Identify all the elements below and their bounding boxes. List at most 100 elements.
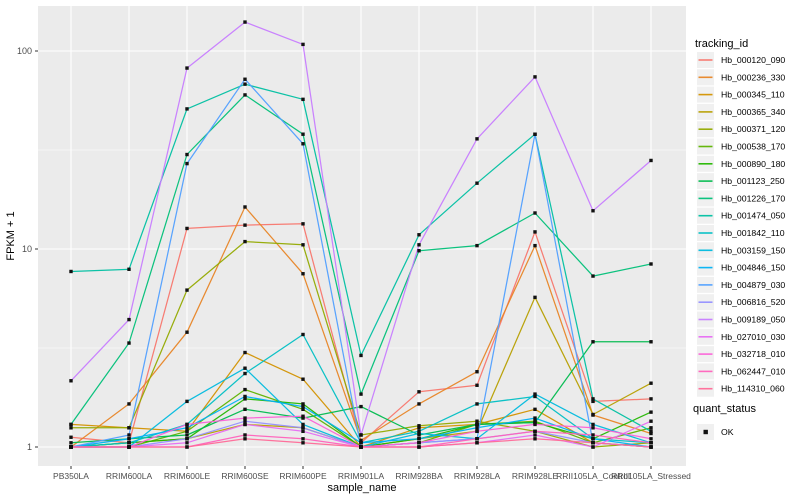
legend-item-label: Hb_006816_520 — [721, 297, 785, 307]
data-point-Hb_000236_330 — [417, 402, 421, 406]
data-point-Hb_001474_050 — [127, 267, 131, 271]
data-point-Hb_032718_010 — [417, 441, 421, 445]
data-point-Hb_114310_060 — [69, 445, 73, 449]
data-point-Hb_009189_050 — [301, 42, 305, 47]
data-point-Hb_001226_170 — [69, 422, 73, 427]
legend-title-tracking-id: tracking_id — [695, 38, 748, 50]
data-point-Hb_000236_330 — [301, 272, 305, 276]
data-point-Hb_009189_050 — [127, 317, 131, 322]
legend-item-Hb_001842_110: Hb_001842_110 — [697, 225, 785, 241]
data-point-Hb_000120_090 — [69, 435, 73, 439]
data-point-Hb_004846_150 — [185, 426, 189, 430]
legend-title-quant-status: quant_status — [693, 403, 756, 415]
data-point-Hb_000120_090 — [649, 397, 653, 401]
axes: 1 10 100 PB350LA RRIM600LA RRIM600LE RRIM600SE… — [5, 46, 691, 494]
legend-item-Hb_009189_050: Hb_009189_050 — [697, 311, 785, 328]
data-point-Hb_004846_150 — [475, 426, 479, 430]
data-point-Hb_000120_090 — [475, 383, 479, 387]
legend-item-label: Hb_000371_120 — [721, 124, 785, 134]
data-point-Hb_004879_030 — [243, 77, 247, 81]
legend-item-label: Hb_062447_010 — [721, 366, 785, 376]
legend-item-label: Hb_032718_010 — [721, 349, 785, 359]
data-point-Hb_000371_120 — [185, 288, 189, 292]
legend-item-Hb_006816_520: Hb_006816_520 — [697, 294, 785, 311]
legend-item-label: Hb_001226_170 — [721, 193, 785, 203]
legend: tracking_id Hb_000120_090 Hb_000236_330 Hb_… — [693, 38, 785, 440]
data-point-Hb_001226_170 — [649, 262, 653, 266]
data-point-Hb_000345_110 — [417, 426, 421, 430]
data-point-Hb_114310_060 — [533, 437, 537, 441]
data-point-Hb_009189_050 — [69, 379, 73, 383]
x-tick-label: RRIM928BA — [395, 471, 443, 481]
data-point-Hb_004846_150 — [359, 441, 363, 445]
data-point-Hb_000890_180 — [243, 397, 247, 401]
data-point-Hb_003159_150 — [417, 431, 421, 436]
data-point-Hb_004846_150 — [127, 437, 131, 441]
data-point-Hb_114310_060 — [185, 445, 189, 449]
y-tick-label: 100 — [17, 46, 32, 56]
plot-panel — [38, 6, 686, 466]
data-point-Hb_032718_010 — [591, 426, 595, 430]
data-point-Hb_001226_170 — [301, 132, 305, 136]
data-point-Hb_006816_520 — [301, 426, 305, 430]
data-point-Hb_001474_050 — [649, 429, 653, 434]
data-point-Hb_032718_010 — [533, 422, 537, 427]
legend-item-Hb_001123_250: Hb_001123_250 — [697, 173, 785, 190]
legend-item-label: Hb_000365_340 — [721, 107, 785, 117]
legend-item-Hb_001226_170: Hb_001226_170 — [697, 190, 785, 207]
data-point-Hb_009189_050 — [649, 158, 653, 163]
legend-item-label: Hb_000236_330 — [721, 72, 785, 82]
data-point-Hb_001226_170 — [243, 93, 247, 97]
data-point-Hb_003159_150 — [591, 422, 595, 427]
legend-item-Hb_114310_060: Hb_114310_060 — [697, 380, 785, 397]
x-tick-label: RRIM600LE — [164, 471, 211, 481]
legend-key-square — [703, 429, 708, 435]
legend-item-label: Hb_001123_250 — [721, 176, 785, 186]
legend-item-label: Hb_000345_110 — [721, 90, 785, 100]
x-tick-label: RRII105LA_Stressed — [611, 471, 691, 481]
legend-item-Hb_027010_030: Hb_027010_030 — [697, 328, 785, 345]
data-point-Hb_001123_250 — [243, 407, 247, 412]
data-point-Hb_001226_170 — [185, 152, 189, 157]
data-point-Hb_000345_110 — [243, 350, 247, 355]
data-point-Hb_001842_110 — [301, 332, 305, 337]
y-tick-label: 10 — [22, 244, 32, 254]
data-point-Hb_001226_170 — [533, 211, 537, 215]
y-tick-label: 1 — [27, 442, 32, 452]
data-point-Hb_062447_010 — [533, 429, 537, 434]
data-point-Hb_000538_170 — [649, 426, 653, 430]
x-tick-label: RRIM928LE — [512, 471, 559, 481]
data-point-Hb_004879_030 — [185, 161, 189, 166]
data-point-Hb_001123_250 — [359, 404, 363, 409]
data-point-Hb_000365_340 — [649, 381, 653, 385]
legend-item-Hb_000538_170: Hb_000538_170 — [697, 138, 785, 155]
data-point-Hb_009189_050 — [533, 75, 537, 79]
data-point-Hb_001474_050 — [417, 233, 421, 237]
data-point-Hb_001226_170 — [127, 341, 131, 345]
legend-item-Hb_000236_330: Hb_000236_330 — [697, 69, 785, 86]
data-point-Hb_001123_250 — [185, 433, 189, 437]
data-point-Hb_027010_030 — [649, 419, 653, 423]
data-point-Hb_001226_170 — [591, 274, 595, 278]
legend-item-label: Hb_004879_030 — [721, 280, 785, 290]
legend-item-Hb_000890_180: Hb_000890_180 — [697, 155, 785, 172]
data-point-Hb_009189_050 — [359, 433, 363, 437]
data-point-Hb_006816_520 — [243, 419, 247, 423]
data-point-Hb_001474_050 — [591, 397, 595, 401]
data-point-Hb_000371_120 — [417, 424, 421, 428]
data-point-Hb_001842_110 — [127, 441, 131, 445]
data-point-Hb_001474_050 — [243, 82, 247, 86]
data-point-Hb_004846_150 — [417, 437, 421, 441]
data-point-Hb_004846_150 — [301, 404, 305, 409]
data-point-Hb_062447_010 — [475, 437, 479, 441]
data-point-Hb_003159_150 — [533, 392, 537, 396]
legend-item-Hb_004879_030: Hb_004879_030 — [697, 276, 785, 293]
data-point-Hb_000538_170 — [301, 407, 305, 412]
legend-item-Hb_032718_010: Hb_032718_010 — [697, 346, 785, 363]
data-point-Hb_001123_250 — [649, 340, 653, 344]
data-point-Hb_062447_010 — [301, 437, 305, 441]
legend-item-label: Hb_003159_150 — [721, 245, 785, 255]
data-point-Hb_003159_150 — [243, 366, 247, 370]
data-point-Hb_000120_090 — [185, 226, 189, 231]
